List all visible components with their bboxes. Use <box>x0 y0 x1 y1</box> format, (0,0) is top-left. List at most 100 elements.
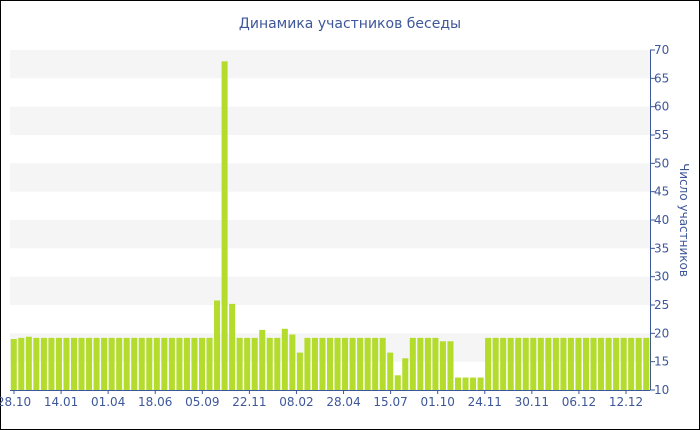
bar <box>477 377 484 390</box>
bar <box>266 337 273 390</box>
bar <box>432 337 439 390</box>
bar <box>10 339 17 390</box>
x-tick-label: 06.12 <box>562 395 596 409</box>
chart-title: Динамика участников беседы <box>239 16 461 32</box>
bar <box>409 337 416 390</box>
bar <box>86 337 93 390</box>
bar <box>613 337 620 390</box>
y-tick-label: 30 <box>654 270 669 284</box>
bar <box>138 337 145 390</box>
bar <box>311 337 318 390</box>
bar <box>146 337 153 390</box>
y-tick-label: 55 <box>654 128 669 142</box>
x-tick-label: 05.09 <box>185 395 219 409</box>
bar <box>364 337 371 390</box>
y-tick-label: 60 <box>654 100 669 114</box>
x-tick-label: 01.10 <box>421 395 455 409</box>
bar <box>244 337 251 390</box>
bar <box>643 337 650 390</box>
grid-band <box>10 106 650 135</box>
bar <box>470 377 477 390</box>
bar <box>101 337 108 390</box>
x-tick-label: 24.11 <box>468 395 502 409</box>
bar <box>545 337 552 390</box>
y-tick-label: 10 <box>654 383 669 397</box>
bar <box>191 337 198 390</box>
bar <box>500 337 507 390</box>
bar <box>289 334 296 390</box>
bar <box>236 337 243 390</box>
bar <box>183 337 190 390</box>
bar <box>530 337 537 390</box>
bar <box>454 377 462 390</box>
bar <box>251 337 258 390</box>
bar <box>131 337 138 390</box>
bar <box>447 341 454 390</box>
grid-band <box>10 276 650 305</box>
y-tick-label: 35 <box>654 241 669 255</box>
bar <box>567 337 574 390</box>
bar <box>70 337 78 390</box>
grid-band <box>10 163 650 192</box>
bar <box>372 337 379 390</box>
bar <box>439 341 446 390</box>
bar <box>537 337 544 390</box>
axes-group <box>10 49 655 394</box>
x-tick-label: 22.11 <box>232 395 266 409</box>
bar <box>116 337 123 390</box>
y-tick-labels: 10 15 20 25 30 35 40 45 50 55 60 65 70 <box>654 43 669 397</box>
y-tick-label: 45 <box>654 185 669 199</box>
bar <box>522 337 529 390</box>
y-tick-label: 20 <box>654 326 669 340</box>
bar <box>575 337 582 390</box>
x-tick-labels: 28.10 14.01 01.04 18.06 05.09 22.11 08.02 28.04… <box>0 395 643 409</box>
y-axis-label: Число участников <box>677 163 691 277</box>
x-tick-label: 12.12 <box>609 395 643 409</box>
x-tick-label: 08.02 <box>279 395 313 409</box>
x-tick-label: 28.04 <box>326 395 360 409</box>
bar <box>379 337 386 390</box>
bar <box>214 300 221 390</box>
bar <box>515 337 522 390</box>
bar <box>349 337 356 390</box>
x-tick-label: 01.04 <box>91 395 125 409</box>
bars-group <box>10 61 650 390</box>
y-tick-label: 40 <box>654 213 669 227</box>
bar <box>281 328 288 390</box>
bar <box>206 337 213 390</box>
bar <box>221 61 228 390</box>
bar <box>176 337 183 390</box>
bar <box>18 337 25 390</box>
bar <box>635 337 642 390</box>
bar <box>48 337 55 390</box>
grid-bands <box>10 50 650 362</box>
bar <box>259 329 266 390</box>
bar <box>424 337 431 390</box>
grid-band <box>10 50 650 79</box>
bar <box>552 337 559 390</box>
bar <box>33 337 40 390</box>
bar <box>507 337 514 390</box>
bar <box>123 337 130 390</box>
y-tick-label: 25 <box>654 298 669 312</box>
bar <box>296 352 303 390</box>
bar <box>492 337 499 390</box>
bar <box>326 337 334 390</box>
y-tick-label: 65 <box>654 71 669 85</box>
bar <box>168 337 175 390</box>
bar <box>357 337 364 390</box>
bar <box>63 337 70 390</box>
x-tick-label: 18.06 <box>138 395 172 409</box>
y-tick-label: 15 <box>654 355 669 369</box>
bar <box>605 337 612 390</box>
bar <box>78 337 85 390</box>
bar <box>417 337 424 390</box>
bar <box>40 337 47 390</box>
bar <box>153 337 160 390</box>
bar <box>93 337 100 390</box>
bar <box>560 337 567 390</box>
x-tick-label: 28.10 <box>0 395 31 409</box>
x-tick-label: 15.07 <box>373 395 407 409</box>
bar <box>334 337 341 390</box>
